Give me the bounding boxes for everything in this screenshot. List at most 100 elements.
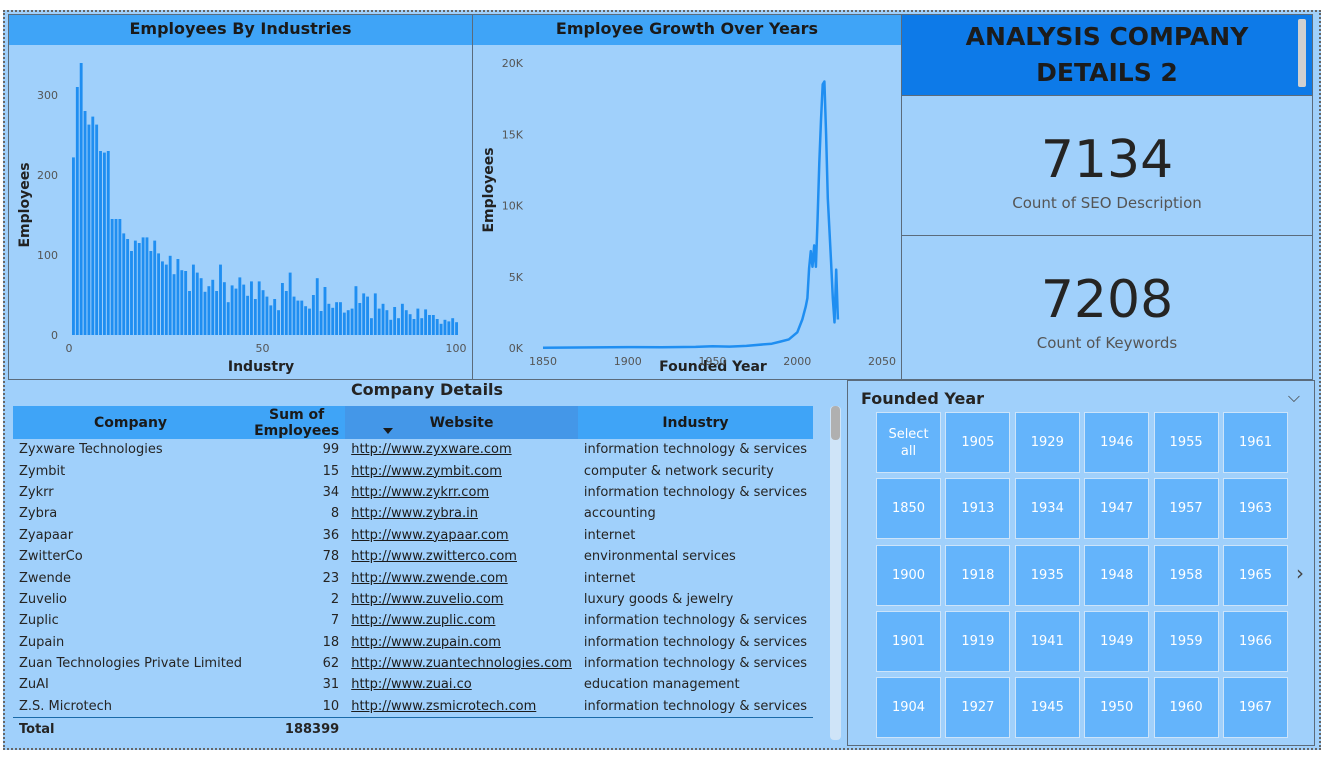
bar[interactable] (253, 299, 257, 335)
line-chart-visual[interactable]: Employee Growth Over Years Founded Year … (472, 14, 902, 380)
bar[interactable] (172, 274, 176, 335)
year-tile[interactable]: 1958 (1153, 544, 1219, 606)
bar[interactable] (393, 307, 397, 335)
year-tile[interactable]: 1905 (945, 412, 1011, 473)
bar[interactable] (164, 264, 168, 335)
bar[interactable] (199, 278, 203, 335)
bar[interactable] (203, 291, 207, 335)
bar[interactable] (296, 300, 300, 335)
kpi-card-keywords[interactable]: 7208 Count of Keywords (901, 235, 1313, 380)
bar[interactable] (269, 305, 273, 335)
year-tile[interactable]: 1901 (876, 610, 941, 672)
website-link[interactable]: http://www.zupain.com (351, 634, 501, 650)
bar[interactable] (246, 295, 250, 335)
table-row[interactable]: ZwitterCo 78 http://www.zwitterco.com envir… (13, 546, 813, 567)
year-tile[interactable]: 1927 (945, 677, 1011, 739)
bar-chart-visual[interactable]: Employees By Industries Industry Employe… (8, 14, 473, 380)
year-tile[interactable]: 1947 (1084, 478, 1150, 540)
table-row[interactable]: Z.S. Microtech 10 http://www.zsmicrotech.c… (13, 696, 813, 717)
year-tile[interactable]: 1966 (1223, 610, 1288, 672)
bar[interactable] (238, 277, 242, 335)
bar[interactable] (308, 308, 311, 335)
year-tile[interactable]: 1934 (1014, 478, 1080, 540)
year-tile[interactable]: 1957 (1153, 478, 1219, 540)
bar[interactable] (153, 240, 157, 335)
column-header-website[interactable]: Website (345, 406, 578, 439)
bar[interactable] (157, 253, 161, 335)
bar[interactable] (284, 291, 288, 335)
bar[interactable] (257, 281, 261, 335)
chevron-right-icon[interactable]: › (1296, 561, 1304, 585)
year-tile[interactable]: 1850 (876, 478, 941, 540)
bar[interactable] (350, 308, 354, 335)
bar[interactable] (339, 302, 342, 335)
year-tile[interactable]: 1904 (876, 677, 941, 739)
bar[interactable] (191, 264, 195, 335)
bar[interactable] (114, 219, 118, 335)
bar[interactable] (424, 309, 428, 335)
year-tile[interactable]: 1950 (1084, 677, 1150, 739)
website-link[interactable]: http://www.zyxware.com (351, 442, 512, 458)
year-tile[interactable]: 1967 (1223, 677, 1288, 739)
bar[interactable] (168, 255, 172, 335)
bar[interactable] (184, 271, 188, 335)
chevron-down-icon[interactable]: ⌵ (1287, 387, 1300, 406)
bar[interactable] (319, 311, 323, 335)
table-row[interactable]: Zykrr 34 http://www.zykrr.com information t… (13, 482, 813, 503)
table-row[interactable]: Zupain 18 http://www.zupain.com information… (13, 632, 813, 653)
year-tile[interactable]: 1918 (945, 544, 1011, 606)
bar[interactable] (377, 308, 381, 335)
bar[interactable] (122, 233, 126, 335)
bar[interactable] (277, 310, 280, 335)
bar[interactable] (137, 243, 141, 335)
bar[interactable] (381, 303, 385, 335)
bar[interactable] (176, 259, 180, 335)
bar[interactable] (431, 315, 435, 335)
website-link[interactable]: http://www.zuvelio.com (351, 591, 504, 607)
bar[interactable] (226, 302, 230, 335)
table-row[interactable]: Zwende 23 http://www.zwende.com internet (13, 567, 813, 588)
year-tile[interactable]: 1955 (1153, 412, 1219, 473)
bar[interactable] (141, 237, 145, 335)
year-tile[interactable]: 1963 (1223, 478, 1288, 540)
founded-year-slicer[interactable]: Founded Year ⌵ › Select all 1905 1929 1946 1… (847, 380, 1315, 746)
bar[interactable] (455, 322, 458, 335)
bar[interactable] (95, 124, 99, 335)
bar[interactable] (420, 318, 424, 335)
year-tile[interactable]: 1965 (1223, 544, 1288, 606)
employee-growth-line[interactable] (542, 80, 840, 349)
kpi-card-seo[interactable]: 7134 Count of SEO Description (901, 95, 1313, 236)
bar[interactable] (230, 285, 234, 335)
bar[interactable] (242, 284, 246, 335)
year-tile[interactable]: 1959 (1153, 610, 1219, 672)
year-tile[interactable]: 1935 (1014, 544, 1080, 606)
column-header-industry[interactable]: Industry (577, 406, 813, 439)
bar[interactable] (435, 319, 439, 335)
website-link[interactable]: http://www.zuai.co (351, 677, 472, 693)
bar[interactable] (133, 240, 137, 335)
bar[interactable] (346, 310, 350, 335)
table-row[interactable]: Zyapaar 36 http://www.zyapaar.com internet (13, 525, 813, 546)
bar[interactable] (91, 116, 95, 335)
bar[interactable] (118, 219, 122, 335)
year-tile[interactable]: 1945 (1014, 677, 1080, 739)
bar[interactable] (416, 308, 420, 335)
bar[interactable] (412, 319, 416, 335)
bar[interactable] (428, 315, 431, 335)
bar[interactable] (83, 111, 87, 335)
website-link[interactable]: http://www.zsmicrotech.com (351, 698, 537, 714)
bar[interactable] (451, 318, 455, 335)
website-link[interactable]: http://www.zuantechnologies.com (351, 656, 572, 672)
bar[interactable] (315, 278, 319, 335)
bar[interactable] (102, 152, 106, 335)
bar[interactable] (273, 299, 277, 335)
year-tile[interactable]: 1946 (1084, 412, 1150, 473)
bar[interactable] (323, 287, 327, 335)
bar[interactable] (222, 282, 226, 335)
bar[interactable] (362, 293, 366, 335)
sort-descending-icon[interactable] (383, 428, 393, 434)
bar[interactable] (207, 286, 211, 335)
bar[interactable] (358, 303, 362, 335)
bar[interactable] (311, 295, 315, 335)
bar[interactable] (250, 281, 253, 335)
